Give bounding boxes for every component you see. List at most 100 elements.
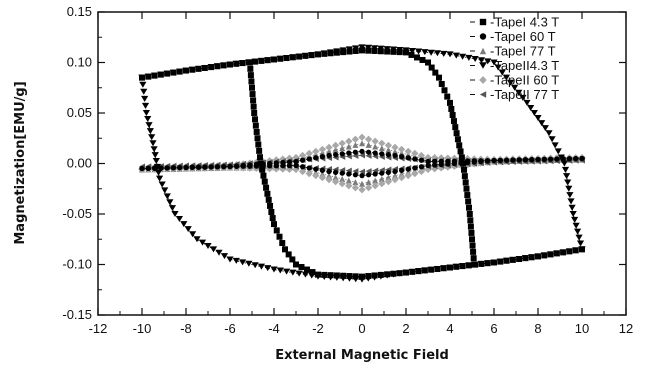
data-point [392, 152, 398, 159]
data-point [502, 74, 510, 81]
data-point [247, 72, 254, 79]
x-tick-label: 0 [358, 321, 365, 336]
data-point [554, 148, 562, 155]
data-point [154, 169, 163, 176]
data-point [446, 264, 454, 271]
data-point [428, 64, 435, 71]
data-point [250, 103, 257, 110]
data-point [193, 236, 201, 243]
data-point [383, 272, 391, 279]
data-point [215, 249, 223, 256]
data-point [166, 199, 174, 206]
data-point [509, 256, 517, 263]
data-point [547, 156, 554, 162]
data-point [250, 97, 257, 104]
data-point [445, 161, 451, 167]
data-point [144, 116, 152, 123]
data-point [163, 193, 171, 200]
x-axis: -12 -10 -8 -6 -4 -2 0 2 4 6 8 10 12 [89, 12, 633, 336]
data-point [345, 143, 352, 150]
series-tape-i-60-t [139, 148, 585, 179]
data-point [364, 275, 372, 282]
data-point [452, 124, 459, 131]
data-point [490, 259, 498, 266]
data-point [421, 49, 429, 56]
data-point [358, 276, 366, 283]
data-point [433, 265, 442, 272]
series-line [141, 160, 583, 173]
data-point [553, 250, 561, 257]
data-point [140, 88, 148, 95]
data-point [345, 177, 352, 184]
data-point [554, 156, 560, 162]
legend-marker [479, 91, 487, 98]
data-point [365, 184, 373, 192]
data-point [251, 110, 258, 116]
data-point [469, 242, 476, 249]
x-tick-label: 8 [534, 321, 541, 336]
data-point [351, 184, 359, 192]
data-point [461, 173, 468, 180]
data-point [478, 158, 484, 165]
data-point [253, 128, 260, 135]
data-point [201, 64, 209, 71]
y-tick-label: -0.15 [62, 307, 92, 322]
data-point [161, 187, 169, 194]
data-point [282, 55, 291, 62]
data-point [523, 99, 531, 106]
data-point [370, 274, 379, 281]
data-point [565, 185, 573, 192]
data-point [392, 172, 398, 179]
data-point [352, 152, 359, 159]
data-point [333, 274, 341, 281]
data-point [170, 165, 177, 171]
data-point [559, 249, 567, 256]
data-point [411, 149, 419, 157]
data-point [253, 163, 259, 169]
data-point [366, 172, 372, 178]
data-point [345, 46, 354, 53]
data-point [293, 261, 299, 268]
data-point [432, 158, 438, 164]
data-point [300, 157, 306, 163]
data-point [575, 234, 583, 241]
data-point [448, 105, 455, 112]
data-point [365, 141, 372, 148]
data-point [150, 72, 159, 79]
data-point [146, 128, 154, 135]
data-point [286, 159, 292, 165]
data-point [273, 163, 279, 169]
data-point [551, 142, 559, 149]
data-point [326, 168, 332, 175]
data-point [145, 165, 151, 172]
data-point [385, 174, 392, 181]
legend-marker [479, 76, 487, 84]
data-point [497, 157, 503, 163]
data-point [308, 272, 316, 279]
data-point [563, 173, 571, 180]
data-point [305, 170, 313, 178]
data-point [359, 173, 365, 179]
data-point [339, 145, 346, 152]
data-point [326, 274, 335, 281]
x-tick-label: -2 [312, 321, 324, 336]
data-point [326, 172, 332, 179]
legend-label: -TapeII 60 T [490, 73, 559, 88]
data-point [568, 204, 576, 211]
data-point [318, 174, 326, 182]
data-point [502, 257, 511, 264]
data-point [365, 152, 372, 159]
data-point [339, 275, 347, 282]
data-point [139, 81, 147, 88]
data-point [247, 65, 254, 72]
data-point [567, 198, 575, 205]
data-point [510, 157, 516, 163]
data-point [515, 89, 523, 96]
data-point [535, 156, 541, 163]
data-point [565, 248, 574, 255]
data-point [484, 158, 490, 164]
data-point [313, 166, 319, 172]
data-point [438, 161, 444, 168]
data-point [566, 192, 574, 199]
data-point [417, 167, 425, 176]
